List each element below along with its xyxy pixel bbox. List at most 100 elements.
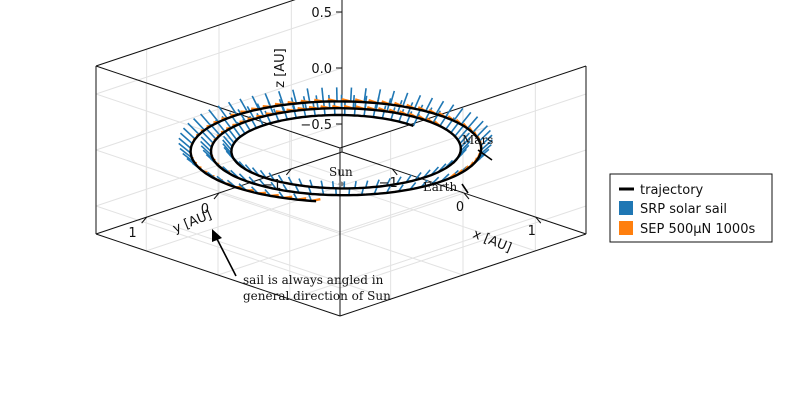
annotation-arrowhead <box>212 229 222 242</box>
wall-grid-z <box>95 149 341 233</box>
mars-pointer <box>477 149 493 161</box>
y-tick-label: 1 <box>128 226 136 241</box>
legend: trajectory SRP solar sail SEP 500μN 1000… <box>609 173 773 243</box>
srp-vector <box>202 132 214 144</box>
annotation-arrow <box>215 236 237 277</box>
x-tick <box>391 168 398 176</box>
y-tick <box>213 192 220 200</box>
frame-edge <box>339 233 587 317</box>
legend-trajectory-label: trajectory <box>640 183 704 198</box>
sail-annotation: sail is always angled in general directi… <box>212 229 391 303</box>
wall3-grid-z <box>95 11 343 95</box>
srp-vector <box>460 111 472 126</box>
srp-vector <box>264 93 272 108</box>
srp-vector <box>321 87 325 102</box>
srp-vector <box>277 91 285 106</box>
annotation-line-2: general direction of Sun <box>243 289 391 303</box>
legend-sep-swatch <box>619 221 633 235</box>
legend-sep-label: SEP 500μN 1000s <box>640 222 755 237</box>
srp-vector <box>237 109 247 123</box>
srp-vector <box>435 100 445 115</box>
srp-vector <box>480 134 493 147</box>
srp-vector <box>205 127 217 140</box>
grid-lines <box>95 0 587 300</box>
srp-vector <box>432 110 441 124</box>
srp-vector <box>460 136 471 149</box>
srp-vector <box>459 140 471 152</box>
x-tick <box>535 216 542 224</box>
srp-vector <box>292 89 298 104</box>
srp-vector <box>476 125 489 138</box>
srp-vector <box>199 113 212 127</box>
z-tick-label: 0.5 <box>311 6 332 21</box>
sun-marker <box>338 181 344 187</box>
srp-vector <box>222 135 233 148</box>
wall-grid-z2 <box>339 205 587 289</box>
srp-vector <box>224 132 235 144</box>
legend-srp-swatch <box>619 201 633 215</box>
srp-vector <box>349 87 353 102</box>
srp-vector <box>239 98 249 113</box>
floor-grid-y <box>146 216 391 300</box>
x-tick <box>463 192 470 200</box>
srp-vector <box>402 92 409 107</box>
srp-vector <box>200 140 212 152</box>
x-axis-label: x [AU] <box>471 227 514 256</box>
legend-srp-label: SRP solar sail <box>640 202 727 217</box>
srp-vector <box>178 137 192 150</box>
srp-vector <box>363 88 367 103</box>
srp-vector <box>413 94 422 109</box>
bodies: Sun Earth Mars <box>329 133 493 194</box>
z-tick-label: 0.0 <box>311 62 332 77</box>
sun-label: Sun <box>329 165 353 179</box>
srp-vector <box>217 105 228 119</box>
wall-grid-z2 <box>339 149 587 233</box>
srp-vector <box>273 108 280 122</box>
srp-vector <box>424 97 434 112</box>
tick-labels: −0.5 0.0 0.5 −1 0 1 −1 0 1 <box>128 6 542 241</box>
srp-vector <box>246 105 255 120</box>
y-tick <box>285 168 292 176</box>
frame-edge <box>95 0 296 67</box>
wall-grid-z <box>95 205 341 289</box>
frame-edge <box>95 233 341 317</box>
floor-grid-y <box>218 192 464 276</box>
srp-vector <box>454 124 465 137</box>
srp-vector <box>415 104 424 118</box>
srp-vector <box>179 132 193 145</box>
x-tick-label: −1 <box>379 176 398 191</box>
mars-label: Mars <box>462 133 493 147</box>
trajectory-line <box>189 100 483 203</box>
y-tick <box>141 216 148 224</box>
srp-vector <box>208 109 220 123</box>
srp-vector <box>193 117 206 131</box>
x-tick-label: 0 <box>456 200 464 215</box>
earth-label: Earth <box>423 180 457 194</box>
srp-vector <box>457 128 468 141</box>
legend-box <box>609 173 773 243</box>
srp-vector <box>227 128 238 141</box>
floor-grid-y <box>291 168 536 252</box>
annotation-line-1: sail is always angled in <box>243 273 384 287</box>
srp-vector <box>182 127 196 140</box>
y-tick-label: −1 <box>262 178 281 193</box>
srp-vector <box>200 145 213 157</box>
plot-marks <box>178 87 493 203</box>
srp-vector <box>179 147 193 159</box>
srp-vector <box>398 108 405 122</box>
x-tick-label: 1 <box>528 224 536 239</box>
srp-vector <box>251 95 260 110</box>
srp-vector <box>376 89 382 104</box>
z-tick-label: −0.5 <box>300 118 332 133</box>
srp-vector <box>306 88 311 103</box>
srp-vector <box>472 120 484 134</box>
srp-vector <box>222 143 233 154</box>
srp-vector <box>480 139 493 151</box>
srp-vector <box>478 129 491 142</box>
srp-vector <box>200 136 213 148</box>
srp-vector <box>389 90 396 105</box>
axis-frame <box>95 0 587 317</box>
frame-edge <box>95 65 341 149</box>
earth-pointer <box>461 183 469 194</box>
